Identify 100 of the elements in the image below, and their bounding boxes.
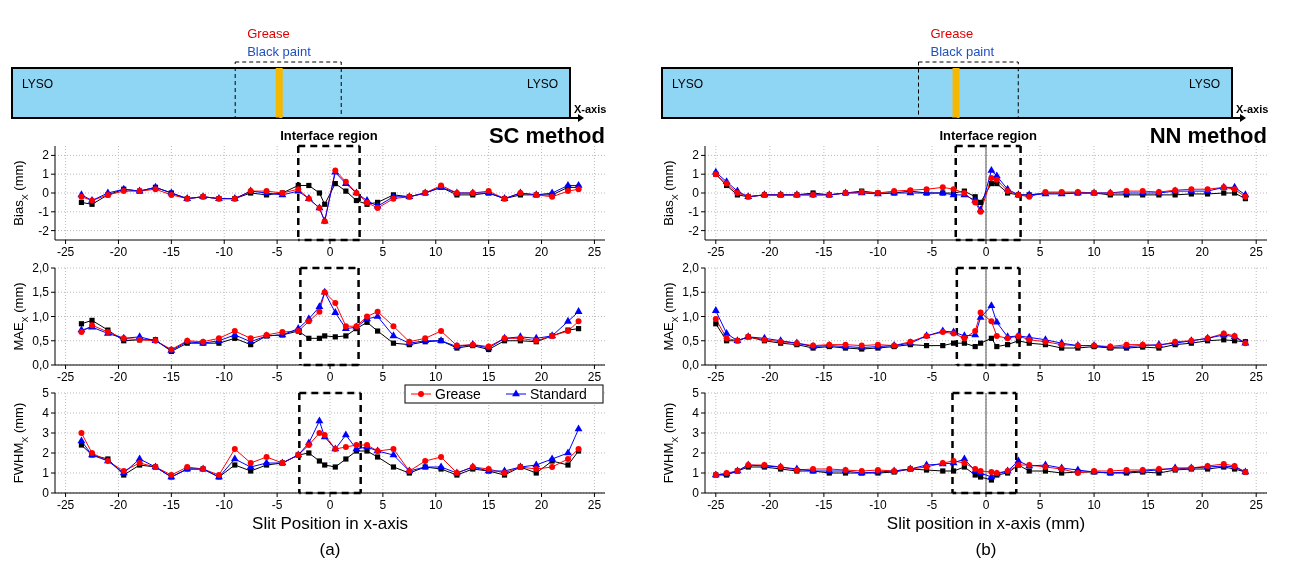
- x-tick-label: 10: [429, 498, 443, 512]
- text: Black paint: [247, 44, 312, 59]
- y-tick-label: 0,5: [32, 333, 50, 348]
- y-tick-label: 5: [42, 386, 50, 400]
- x-tick-label: 15: [481, 498, 496, 512]
- x-tick-label: -10: [215, 498, 234, 512]
- x-axis-title: Slit position in x-axis (mm): [886, 514, 1086, 533]
- y-tick-label: 0,0: [32, 358, 50, 372]
- text: Grease: [247, 26, 290, 41]
- x-tick-label: 15: [481, 245, 496, 259]
- x-tick-label: 15: [1141, 498, 1156, 512]
- x-tick-label: -15: [815, 370, 833, 384]
- y-tick-label: 1: [42, 466, 50, 480]
- legend-label: Standard: [530, 386, 587, 402]
- y-tick-label: 5: [692, 386, 700, 400]
- x-tick-label: -25: [56, 370, 75, 384]
- y-tick-label: 0,5: [682, 333, 700, 348]
- y-tick-label: 1: [692, 167, 700, 182]
- x-tick-label: -15: [162, 498, 181, 512]
- x-tick-label: 25: [1249, 498, 1264, 512]
- y-tick-label: -2: [688, 223, 700, 238]
- x-tick-label: 20: [534, 245, 549, 259]
- x-tick-label: 0: [326, 498, 334, 512]
- x-tick-label: -5: [271, 498, 283, 512]
- x-tick-label: -25: [56, 245, 75, 259]
- text: (a): [319, 540, 341, 559]
- x-tick-label: 20: [1195, 245, 1210, 259]
- legend-label: Grease: [435, 386, 482, 402]
- text: (b): [975, 540, 997, 559]
- x-tick-label: 5: [379, 245, 387, 259]
- x-tick-label: 20: [1195, 498, 1210, 512]
- y-tick-label: 2: [692, 446, 700, 460]
- x-tick-label: -5: [926, 498, 938, 512]
- text: LYSO: [672, 77, 704, 91]
- x-tick-label: -15: [162, 370, 181, 384]
- y-tick-label: 1: [42, 167, 50, 182]
- y-tick-label: 0: [692, 186, 700, 200]
- text: Interface region: [280, 128, 378, 143]
- x-tick-label: 15: [1141, 370, 1156, 384]
- x-tick-label: -10: [869, 370, 887, 384]
- x-tick-label: 0: [982, 498, 990, 512]
- x-tick-label: -5: [926, 245, 938, 259]
- x-tick-label: -20: [761, 498, 779, 512]
- x-tick-label: 0: [326, 370, 334, 384]
- y-tick-label: 3: [692, 426, 700, 440]
- y-tick-label: 2: [692, 148, 700, 163]
- y-tick-label: 3: [42, 426, 50, 440]
- x-tick-label: -20: [761, 370, 779, 384]
- text: Black paint: [930, 44, 995, 59]
- chart-title: NN method: [1149, 123, 1267, 148]
- text: LYSO: [1188, 77, 1220, 91]
- x-tick-label: -10: [869, 245, 887, 259]
- x-tick-label: 10: [429, 370, 443, 384]
- x-tick-label: -10: [215, 370, 234, 384]
- x-tick-label: 20: [534, 370, 549, 384]
- text: Interface region: [939, 128, 1038, 143]
- x-tick-label: 25: [587, 370, 602, 384]
- y-tick-label: 0,0: [682, 358, 700, 372]
- y-tick-label: -1: [688, 204, 700, 219]
- y-tick-label: 4: [42, 406, 50, 420]
- x-tick-label: 15: [1141, 245, 1156, 259]
- x-tick-label: 0: [326, 245, 334, 259]
- y-tick-label: 0: [42, 186, 50, 200]
- y-tick-label: 1,5: [682, 285, 700, 300]
- x-tick-label: 5: [379, 370, 387, 384]
- x-tick-label: 5: [1036, 370, 1044, 384]
- x-tick-label: -25: [56, 498, 75, 512]
- x-tick-label: -20: [109, 498, 128, 512]
- chart-title: SC method: [488, 123, 605, 148]
- x-tick-label: -15: [815, 498, 833, 512]
- x-tick-label: -10: [215, 245, 234, 259]
- x-tick-label: -20: [109, 370, 128, 384]
- y-tick-label: 4: [692, 406, 700, 420]
- x-tick-label: -5: [926, 370, 938, 384]
- text: LYSO: [22, 77, 54, 91]
- y-tick-label: 2: [42, 148, 50, 163]
- x-tick-label: -15: [162, 245, 181, 259]
- x-tick-label: 10: [1087, 245, 1102, 259]
- x-tick-label: 20: [534, 498, 549, 512]
- x-tick-label: -25: [707, 498, 725, 512]
- x-tick-label: 25: [587, 498, 602, 512]
- y-tick-label: 2: [42, 446, 50, 460]
- x-tick-label: 15: [481, 370, 496, 384]
- x-tick-label: 5: [379, 498, 387, 512]
- x-tick-label: 25: [1249, 370, 1264, 384]
- text: X-axis: [1236, 103, 1269, 115]
- text: X-axis: [574, 103, 607, 115]
- x-tick-label: -5: [271, 245, 283, 259]
- x-tick-label: -5: [271, 370, 283, 384]
- x-tick-label: 0: [982, 245, 990, 259]
- x-tick-label: -25: [707, 370, 725, 384]
- x-tick-label: 10: [429, 245, 443, 259]
- x-tick-label: 25: [587, 245, 602, 259]
- y-tick-label: 0: [692, 486, 700, 500]
- x-tick-label: -15: [815, 245, 833, 259]
- y-tick-label: 1,0: [32, 309, 50, 324]
- text: Grease: [930, 26, 974, 41]
- y-tick-label: 1,0: [682, 309, 700, 324]
- y-tick-label: -2: [38, 223, 50, 238]
- x-tick-label: 25: [1249, 245, 1264, 259]
